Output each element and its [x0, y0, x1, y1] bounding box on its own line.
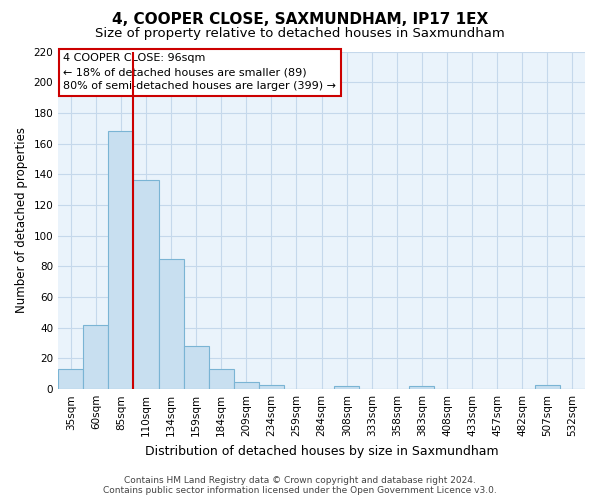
Bar: [209, 369, 234, 389]
Bar: [109, 132, 133, 389]
Bar: [334, 386, 359, 389]
Bar: [259, 384, 284, 389]
Text: 4 COOPER CLOSE: 96sqm
← 18% of detached houses are smaller (89)
80% of semi-deta: 4 COOPER CLOSE: 96sqm ← 18% of detached …: [64, 53, 337, 91]
X-axis label: Distribution of detached houses by size in Saxmundham: Distribution of detached houses by size …: [145, 444, 499, 458]
Text: Size of property relative to detached houses in Saxmundham: Size of property relative to detached ho…: [95, 28, 505, 40]
Bar: [409, 386, 434, 389]
Bar: [234, 382, 259, 389]
Y-axis label: Number of detached properties: Number of detached properties: [15, 128, 28, 314]
Bar: [83, 324, 109, 389]
Bar: [133, 180, 158, 389]
Text: 4, COOPER CLOSE, SAXMUNDHAM, IP17 1EX: 4, COOPER CLOSE, SAXMUNDHAM, IP17 1EX: [112, 12, 488, 28]
Bar: [535, 384, 560, 389]
Bar: [184, 346, 209, 389]
Bar: [58, 369, 83, 389]
Bar: [158, 258, 184, 389]
Text: Contains HM Land Registry data © Crown copyright and database right 2024.
Contai: Contains HM Land Registry data © Crown c…: [103, 476, 497, 495]
